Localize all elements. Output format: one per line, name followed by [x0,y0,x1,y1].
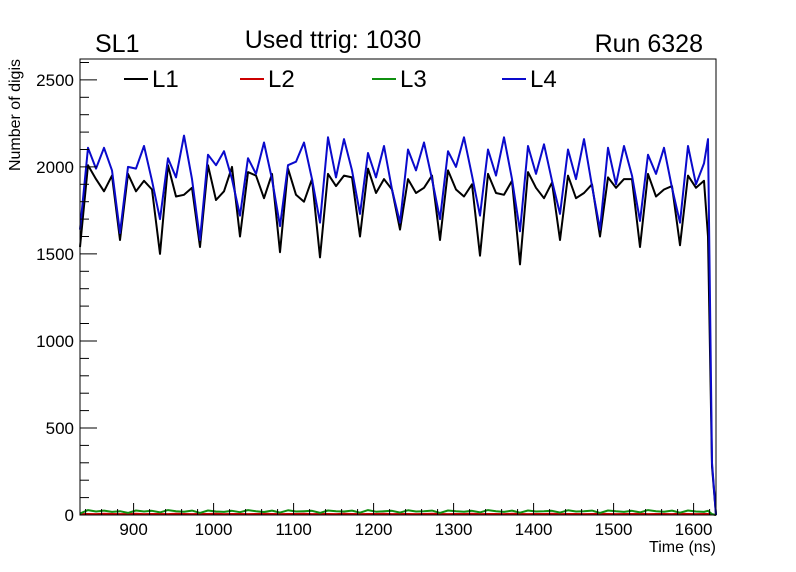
x-tick-label: 1200 [355,520,393,539]
chart-label-left: SL1 [95,30,139,58]
plot-lines [79,134,717,516]
series-line-l4 [79,134,717,516]
legend: L1 L2 L3 L4 [124,66,557,93]
legend-label-l4: L4 [530,66,557,93]
chart-label-center: Used ttrig: 1030 [245,26,422,54]
legend-label-l3: L3 [400,66,427,93]
x-tick-label: 1000 [195,520,233,539]
axis-tick-labels: 900 1000 1100 1200 1300 1400 1500 1600 0 500 1000 1… [36,71,712,539]
x-axis-label: Time (ns) [649,539,716,556]
x-tick-label: 1500 [595,520,633,539]
y-tick-label: 1000 [36,332,74,351]
x-tick-label: 1600 [675,520,713,539]
legend-label-l1: L1 [152,66,179,93]
legend-label-l2: L2 [268,66,295,93]
x-tick-label: 1300 [435,520,473,539]
chart-label-right: Run 6328 [595,30,703,58]
y-tick-label: 2500 [36,71,74,90]
y-axis-label: Number of digis [7,59,24,171]
y-tick-label: 2000 [36,158,74,177]
series-line-l1 [79,164,717,516]
y-tick-label: 0 [65,506,74,525]
x-tick-label: 1400 [515,520,553,539]
plot-frame [79,58,717,516]
series-line-l2 [79,512,717,516]
x-tick-label: 900 [119,520,147,539]
axis-ticks [80,62,711,516]
y-tick-label: 1500 [36,245,74,264]
x-tick-label: 1100 [275,520,312,539]
series-line-l3 [79,509,717,516]
y-tick-label: 500 [46,419,74,438]
